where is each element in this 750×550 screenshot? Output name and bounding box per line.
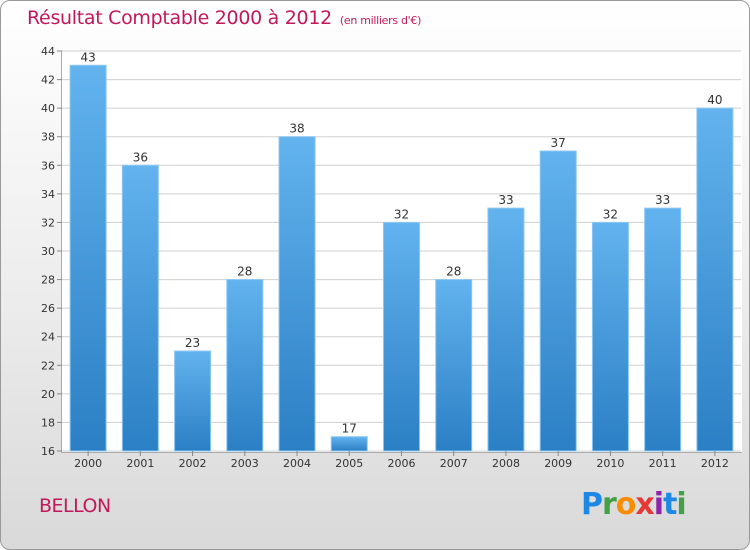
y-tick-label: 18 xyxy=(41,416,55,429)
data-label: 40 xyxy=(707,93,722,107)
bar xyxy=(174,350,212,452)
y-tick-label: 32 xyxy=(41,216,55,229)
bar xyxy=(539,150,577,452)
data-label: 33 xyxy=(498,193,513,207)
y-tick-label: 28 xyxy=(41,274,55,287)
bar xyxy=(487,207,525,452)
x-tick-label: 2002 xyxy=(179,457,207,470)
y-tick-label: 44 xyxy=(41,45,55,58)
y-tick-label: 22 xyxy=(41,359,55,372)
chart-title-text: Résultat Comptable 2000 à 2012 xyxy=(27,7,332,29)
proxiti-logo: Proxiti xyxy=(581,487,687,522)
x-tick-label: 2006 xyxy=(388,457,416,470)
data-label: 38 xyxy=(289,122,304,136)
data-label: 28 xyxy=(237,265,252,279)
y-tick-label: 40 xyxy=(41,102,55,115)
city-name: BELLON xyxy=(39,495,111,517)
x-tick-label: 2000 xyxy=(74,457,102,470)
bar xyxy=(226,279,264,452)
bar xyxy=(696,107,734,452)
bar xyxy=(69,64,107,452)
data-label: 43 xyxy=(80,50,95,64)
y-tick-label: 24 xyxy=(41,331,55,344)
bar xyxy=(591,221,629,452)
x-tick-label: 2007 xyxy=(440,457,468,470)
x-axis-ticks: 2000 2001 2002 2003 2004 2005 2006 2007 2008 2009… xyxy=(74,451,729,470)
chart-subtitle: (en milliers d'€) xyxy=(339,14,422,27)
x-tick-label: 2005 xyxy=(335,457,363,470)
data-label: 32 xyxy=(394,207,409,221)
bar xyxy=(330,436,368,452)
x-tick-label: 2009 xyxy=(544,457,572,470)
chart-title: Résultat Comptable 2000 à 2012 (en millie… xyxy=(27,7,421,29)
y-tick-label: 30 xyxy=(41,245,55,258)
data-label: 36 xyxy=(133,150,148,164)
y-tick-label: 42 xyxy=(41,74,55,87)
data-label: 33 xyxy=(655,193,670,207)
data-label: 32 xyxy=(603,207,618,221)
x-tick-label: 2003 xyxy=(231,457,259,470)
bars xyxy=(69,64,734,452)
x-tick-label: 2012 xyxy=(701,457,729,470)
data-label: 28 xyxy=(446,265,461,279)
bar xyxy=(278,136,316,452)
data-label: 17 xyxy=(342,422,357,436)
x-tick-label: 2008 xyxy=(492,457,520,470)
y-tick-label: 36 xyxy=(41,159,55,172)
x-tick-label: 2001 xyxy=(126,457,154,470)
y-tick-label: 20 xyxy=(41,388,55,401)
bar xyxy=(435,279,473,452)
bar xyxy=(383,221,420,452)
data-labels: 43 36 23 28 38 17 32 28 33 37 32 33 40 xyxy=(80,50,722,435)
x-tick-label: 2010 xyxy=(596,457,624,470)
x-tick-label: 2004 xyxy=(283,457,311,470)
y-tick-label: 34 xyxy=(41,188,55,201)
data-label: 23 xyxy=(185,336,200,350)
y-tick-label: 16 xyxy=(41,445,55,458)
y-tick-label: 38 xyxy=(41,131,55,144)
x-tick-label: 2011 xyxy=(649,457,677,470)
bar xyxy=(121,164,159,452)
bar xyxy=(644,207,682,452)
y-axis-ticks: 16 18 20 22 24 26 28 30 32 34 36 38 40 42 44 xyxy=(41,45,62,458)
data-label: 37 xyxy=(551,136,566,150)
y-tick-label: 26 xyxy=(41,302,55,315)
